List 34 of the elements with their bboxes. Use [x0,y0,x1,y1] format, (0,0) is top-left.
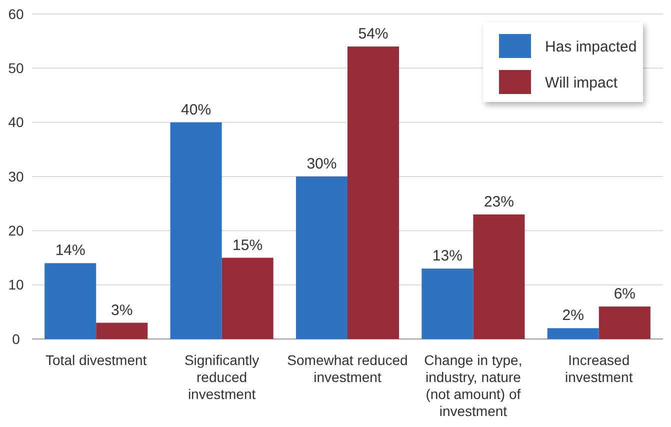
y-tick-label: 60 [8,6,24,22]
data-label: 6% [614,286,636,302]
y-tick-label: 40 [8,114,24,130]
data-label: 30% [306,156,337,172]
bar [598,306,650,339]
y-tick-label: 30 [8,168,24,184]
data-label: 40% [181,101,212,118]
bar [422,268,474,339]
y-tick-label: 50 [8,60,24,76]
data-label: 23% [484,193,514,210]
legend-label: Has impacted [545,38,637,56]
x-tick-label: Increased investment [565,352,633,385]
bar [44,263,96,339]
data-label: 13% [432,248,462,265]
bar [547,328,599,339]
bar [473,214,525,339]
x-tick-label: Somewhat reduced investment [287,352,408,385]
x-tick-label: Total divestment [46,352,147,368]
data-label: 2% [562,307,584,324]
bar [296,176,348,339]
y-tick-label: 0 [12,330,20,347]
legend-label: Will impact [545,74,618,92]
data-label: 54% [358,26,388,42]
data-label: 3% [111,302,133,319]
data-label: 15% [232,236,263,254]
x-tick-label: Change in type, industry, nature (not amount) of investment [424,352,522,419]
y-tick-label: 10 [8,276,24,293]
x-tick-label: Significantly reduced investment [184,352,260,402]
y-tick-label: 20 [8,222,24,239]
bar [96,322,148,339]
data-label: 14% [55,242,86,260]
bar [348,46,400,339]
bar [222,258,274,339]
bar [170,122,222,339]
